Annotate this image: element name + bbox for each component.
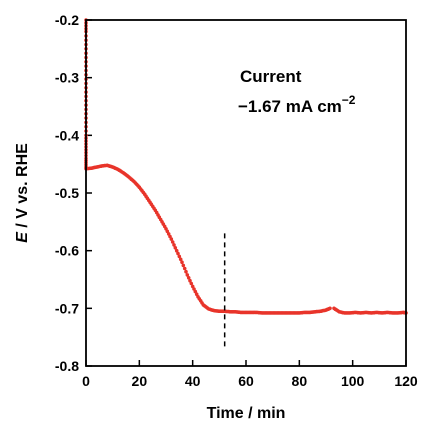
annotation-value-superscript: −2 [342,93,356,107]
data-point [186,276,191,280]
y-axis-title-rest: / V vs. RHE [14,143,31,232]
data-point [328,306,332,311]
data-point [177,254,182,259]
y-tick-label: -0.5 [55,185,79,201]
tick-layer: 0 20 40 60 80 100 120 -0.8 -0.7 -0.6 -0.5 -0.4 -0.3 -… [55,12,418,389]
x-tick-label: 0 [82,373,90,389]
x-axis-title: Time / min [207,405,286,422]
data-point [178,257,183,262]
annotation-current-label: Current [240,67,302,86]
data-point [176,251,180,256]
x-tick-label: 60 [238,373,254,389]
data-point [182,266,187,271]
data-point [170,240,175,244]
x-tick-label: 100 [341,373,365,389]
y-tick-label: -0.7 [55,300,79,316]
data-point [188,278,192,283]
y-axis-title: E / V vs. RHE [14,143,31,243]
plot-frame [85,19,407,367]
y-tick-label: -0.3 [55,70,79,86]
y-tick-label: -0.6 [55,243,79,259]
x-tick-label: 80 [292,373,308,389]
data-point [172,243,176,247]
data-point [173,246,178,250]
y-tick-label: -0.8 [55,358,79,374]
y-tick-label: -0.2 [55,12,79,28]
data-point [180,260,184,265]
data-point [185,273,190,277]
x-tick-label: 120 [394,373,418,389]
data-point [184,269,188,274]
x-tick-label: 20 [132,373,148,389]
data-layer [84,18,408,315]
x-tick-label: 40 [185,373,201,389]
data-point [174,248,179,253]
annotation-current-value: −1.67 mA cm−2 [238,93,356,116]
data-point [189,281,194,286]
data-point [181,263,186,268]
y-axis-title-symbol: E [14,231,31,243]
annotation-value-text: −1.67 mA cm [238,97,342,116]
y-tick-label: -0.4 [55,127,79,143]
data-point [169,237,174,241]
